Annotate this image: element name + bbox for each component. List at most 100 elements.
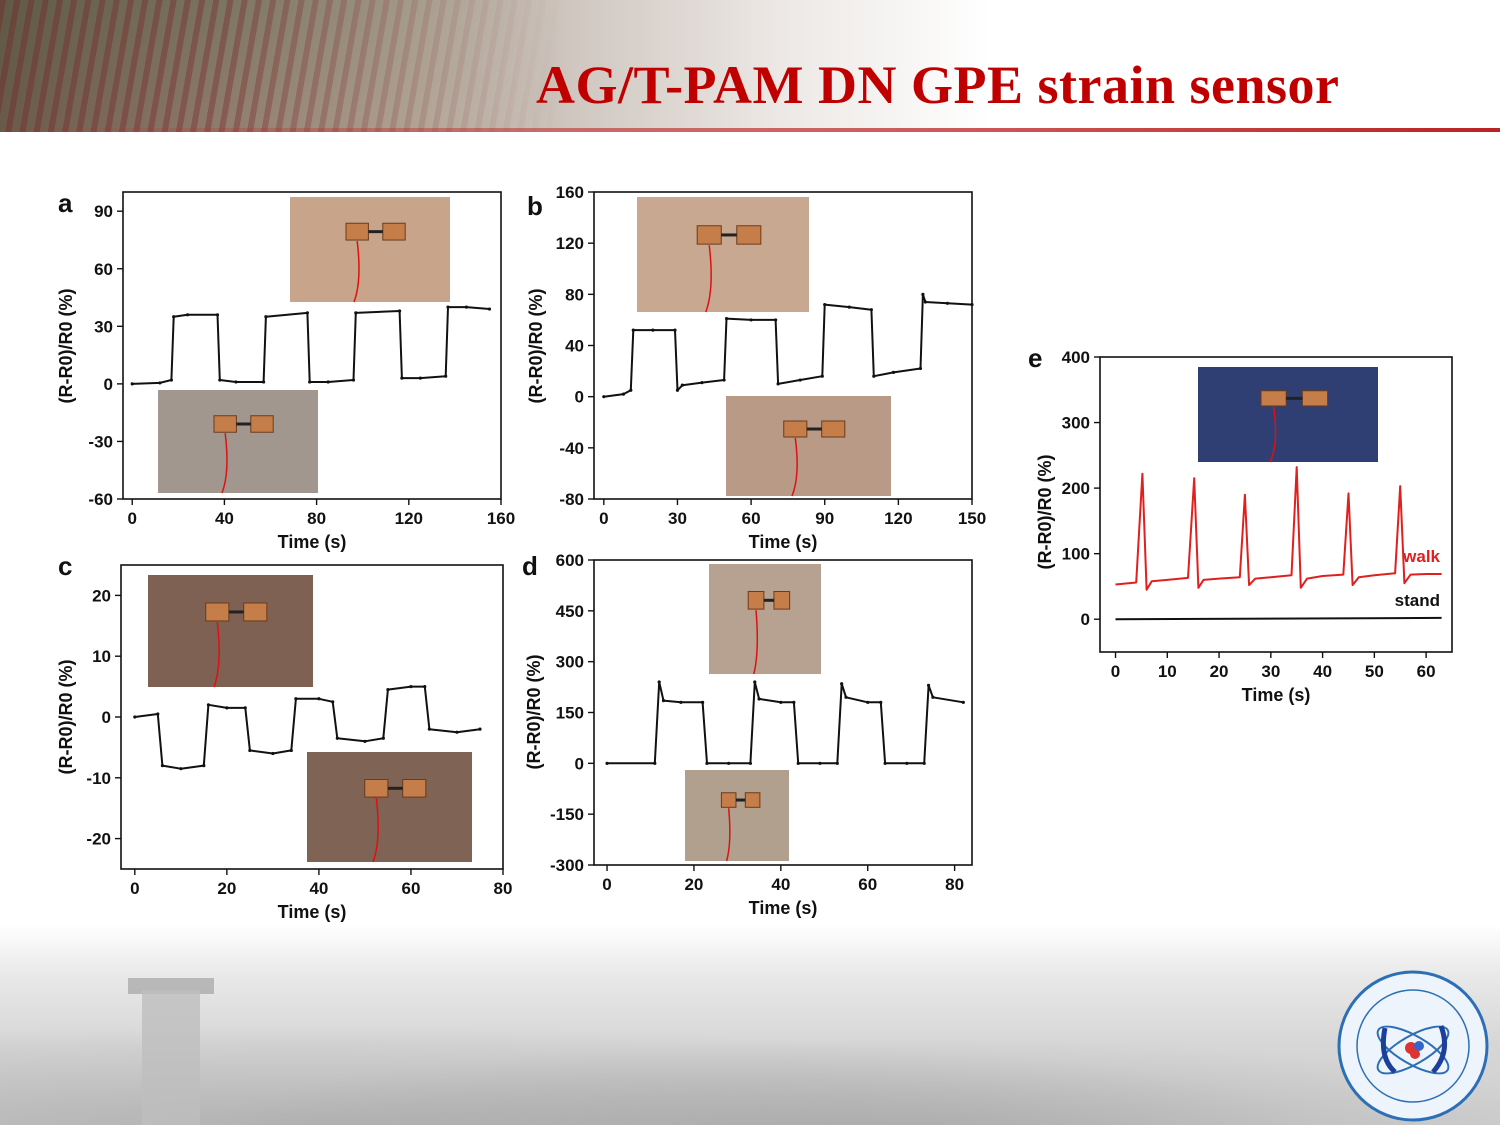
data-point: [872, 374, 876, 378]
data-point: [818, 761, 822, 765]
data-point: [418, 376, 422, 380]
data-point: [602, 395, 606, 399]
data-point: [847, 305, 851, 309]
data-point: [264, 315, 268, 319]
series-label-walk: walk: [1402, 547, 1440, 566]
data-point: [866, 700, 870, 704]
data-point: [317, 697, 321, 701]
inset-photo-bg: [1198, 367, 1378, 462]
data-point: [918, 366, 923, 371]
data-point: [779, 700, 783, 704]
data-point: [776, 382, 780, 386]
x-tick-label: 20: [684, 875, 703, 894]
series-line-walk: [1115, 466, 1442, 591]
copper-electrode: [747, 591, 765, 610]
inset-photo-bg: [307, 752, 472, 862]
data-point: [156, 712, 160, 716]
data-point: [621, 392, 626, 396]
data-point: [945, 301, 950, 305]
data-point: [629, 388, 633, 392]
data-point: [271, 751, 275, 756]
data-point: [234, 380, 238, 384]
footer-tower: [142, 990, 200, 1125]
footer-hills: [0, 1010, 1500, 1125]
series-line-stand: [1115, 616, 1442, 621]
data-point: [335, 736, 339, 740]
x-tick-label: 40: [1313, 662, 1332, 681]
x-tick-label: 30: [1261, 662, 1280, 681]
plot-frame: [122, 191, 502, 500]
x-axis-label: Time (s): [278, 532, 347, 552]
x-tick-label: 40: [215, 509, 234, 528]
x-tick-label: 60: [742, 509, 761, 528]
y-tick-label: 150: [556, 704, 584, 723]
data-point: [215, 313, 220, 317]
y-axis-label: (R-R0)/R0 (%): [1035, 454, 1055, 569]
data-point: [680, 383, 684, 387]
y-tick-label: 10: [92, 647, 111, 666]
x-tick-label: 150: [958, 509, 986, 528]
neck-down-photo: [685, 770, 789, 862]
data-point: [400, 376, 404, 380]
copper-electrode: [250, 415, 274, 433]
y-tick-label: -300: [550, 856, 584, 875]
data-point: [749, 318, 753, 322]
copper-electrode: [696, 225, 722, 245]
x-tick-label: 120: [395, 509, 423, 528]
y-tick-label: 80: [565, 285, 584, 304]
data-point: [926, 683, 931, 687]
data-point: [225, 706, 229, 710]
data-point: [840, 682, 844, 686]
data-point: [351, 378, 356, 382]
copper-electrode: [345, 222, 369, 241]
y-tick-label: -80: [559, 490, 584, 509]
x-tick-label: 0: [599, 509, 608, 528]
copper-electrode: [205, 602, 230, 622]
data-point: [386, 688, 390, 692]
chart-panel-e: 0 10 20 30 40 50 60 0 100 200 300 400 Time (s) (R-R0)…: [1028, 343, 1453, 705]
y-tick-label: 0: [1081, 610, 1090, 629]
data-point: [158, 381, 162, 385]
copper-electrode: [213, 415, 237, 433]
data-point: [724, 317, 729, 321]
x-tick-label: 20: [1210, 662, 1229, 681]
data-point: [820, 374, 824, 378]
data-point: [883, 761, 887, 765]
red-wire: [353, 241, 360, 303]
finger-straight-photo: [158, 390, 318, 494]
inset-photo-bg: [685, 770, 789, 861]
copper-electrode: [243, 602, 268, 622]
data-point: [331, 700, 335, 704]
data-point: [879, 700, 883, 704]
data-point: [243, 706, 247, 710]
y-axis-label: (R-R0)/R0 (%): [526, 288, 546, 403]
data-point: [675, 388, 680, 392]
red-wire: [725, 808, 731, 862]
y-tick-label: 0: [104, 375, 113, 394]
data-point: [444, 374, 448, 378]
y-tick-label: 0: [575, 754, 584, 773]
data-point: [796, 761, 800, 765]
x-tick-label: 10: [1158, 662, 1177, 681]
foot-slipper-photo: [1198, 367, 1378, 463]
data-point: [673, 328, 677, 332]
copper-electrode: [364, 779, 389, 798]
x-tick-label: 60: [1417, 662, 1436, 681]
eyebrows-relaxed-photo: [148, 575, 313, 688]
data-point: [970, 302, 974, 307]
y-tick-label: 30: [94, 317, 113, 336]
red-wire: [213, 621, 220, 688]
chart-panel-a: 0 40 80 120 160 -60 -30 0 30 60 90 Time (s) (R-R0)/R…: [56, 188, 515, 552]
data-point: [748, 761, 753, 765]
data-point: [172, 315, 176, 319]
panel-letter: e: [1028, 343, 1042, 373]
y-tick-label: 600: [556, 551, 584, 570]
data-point: [381, 736, 385, 740]
data-point: [679, 700, 683, 704]
data-point: [798, 378, 802, 382]
y-tick-label: -150: [550, 805, 584, 824]
series-line: [607, 681, 964, 765]
x-axis-label: Time (s): [1242, 685, 1311, 705]
data-point: [427, 727, 431, 731]
y-tick-label: 0: [102, 708, 111, 727]
